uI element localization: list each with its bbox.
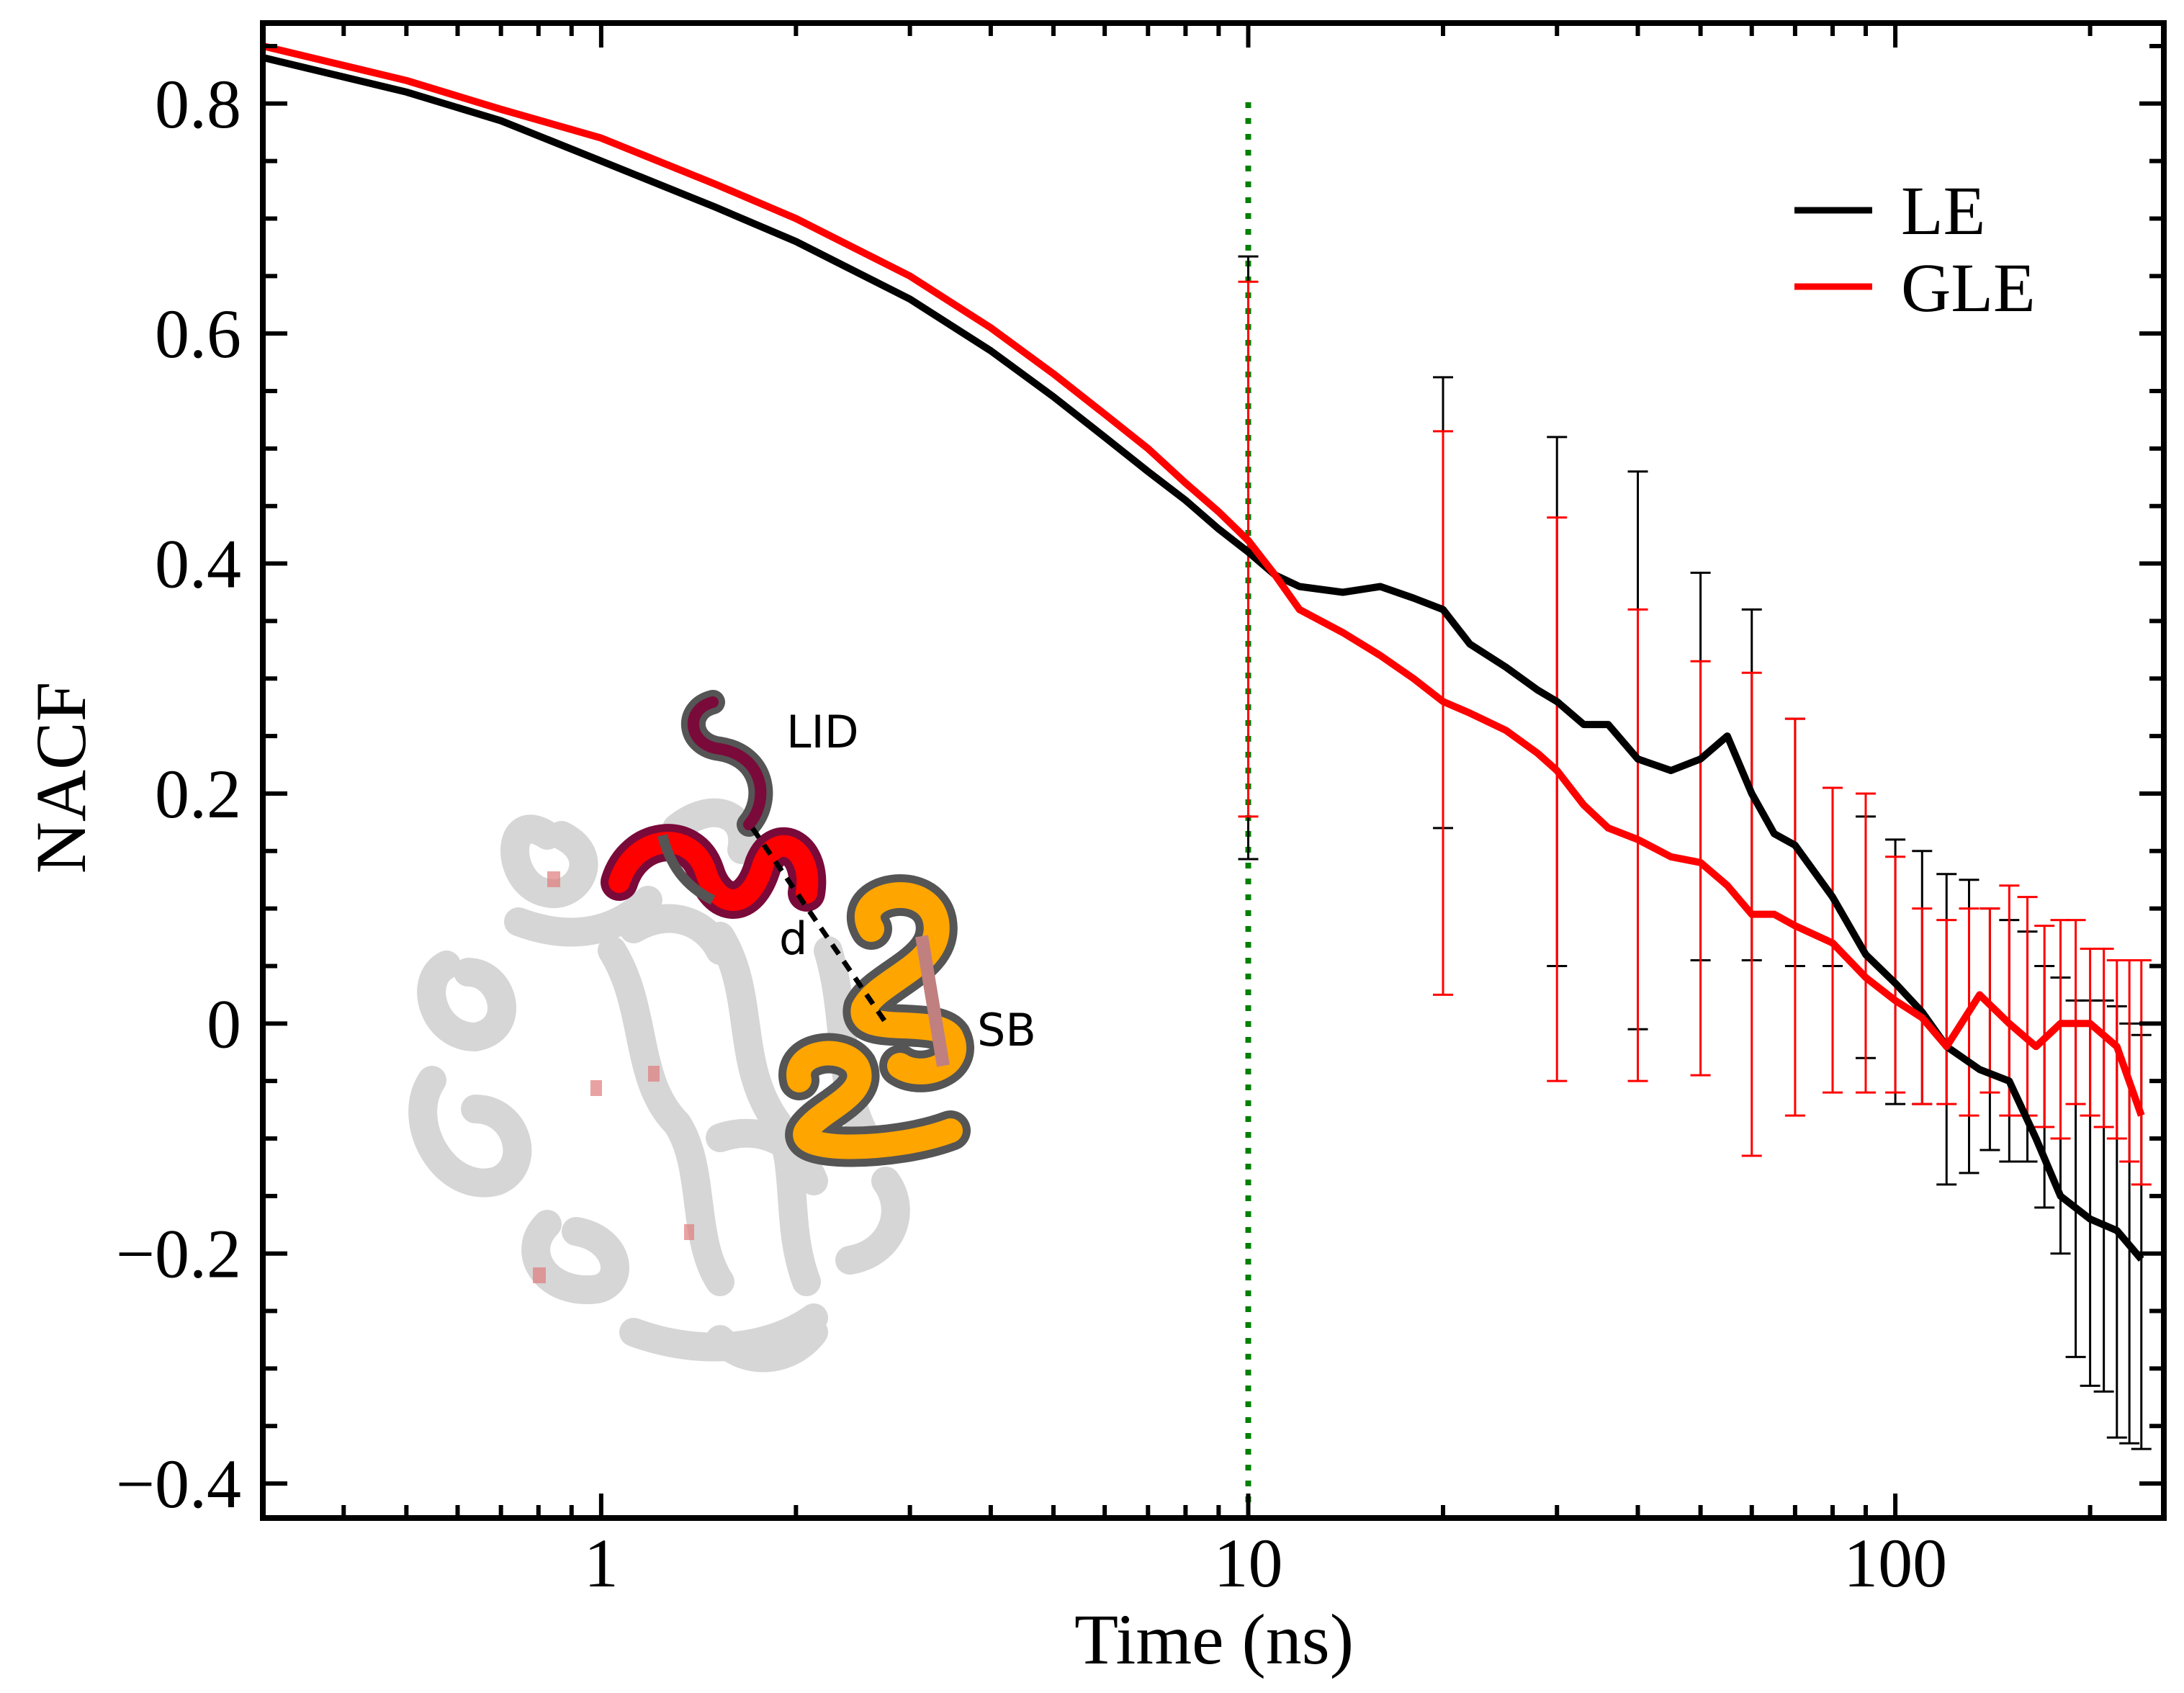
plot-frame [260,20,2167,1521]
inset-label-sb: SB [977,1004,1036,1056]
y-tick-label: 0.6 [155,295,241,372]
legend-label-le: LE [1901,172,1985,249]
lid-helix [601,690,827,919]
legend-label-gle: GLE [1901,249,2036,326]
series-line-gle [263,42,2145,1117]
y-axis-title: NACF [21,682,101,874]
plot-layer: 1 10 100 0.8 0.6 0.4 0.2 0 −0.2 −0.4 [116,20,2167,1602]
y-tick-label: 0.8 [155,66,241,143]
inset-label-d: d [779,912,807,965]
series-line-le [263,54,2144,1262]
y-tick-label: 0.4 [155,526,241,603]
x-tick-label: 100 [1843,1524,1947,1602]
protein-body-illustration [408,798,910,1373]
y-tick-label: −0.2 [116,1216,241,1293]
x-tick-label: 10 [1213,1524,1282,1602]
y-tick-label: −0.4 [116,1445,241,1522]
y-tick-label: 0.2 [155,755,241,832]
legend: LE GLE [1794,172,2036,326]
sb-helix [778,874,974,1167]
inset-label-lid: LID [786,706,859,758]
x-axis-title: Time (ns) [1074,1599,1354,1679]
error-bars-le [1238,255,2152,1450]
protein-structure-inset: LID d SB [408,690,1036,1373]
x-tick-label: 1 [584,1524,619,1602]
y-tick-label: 0 [207,985,241,1062]
error-bars-gle [1238,280,2152,1186]
